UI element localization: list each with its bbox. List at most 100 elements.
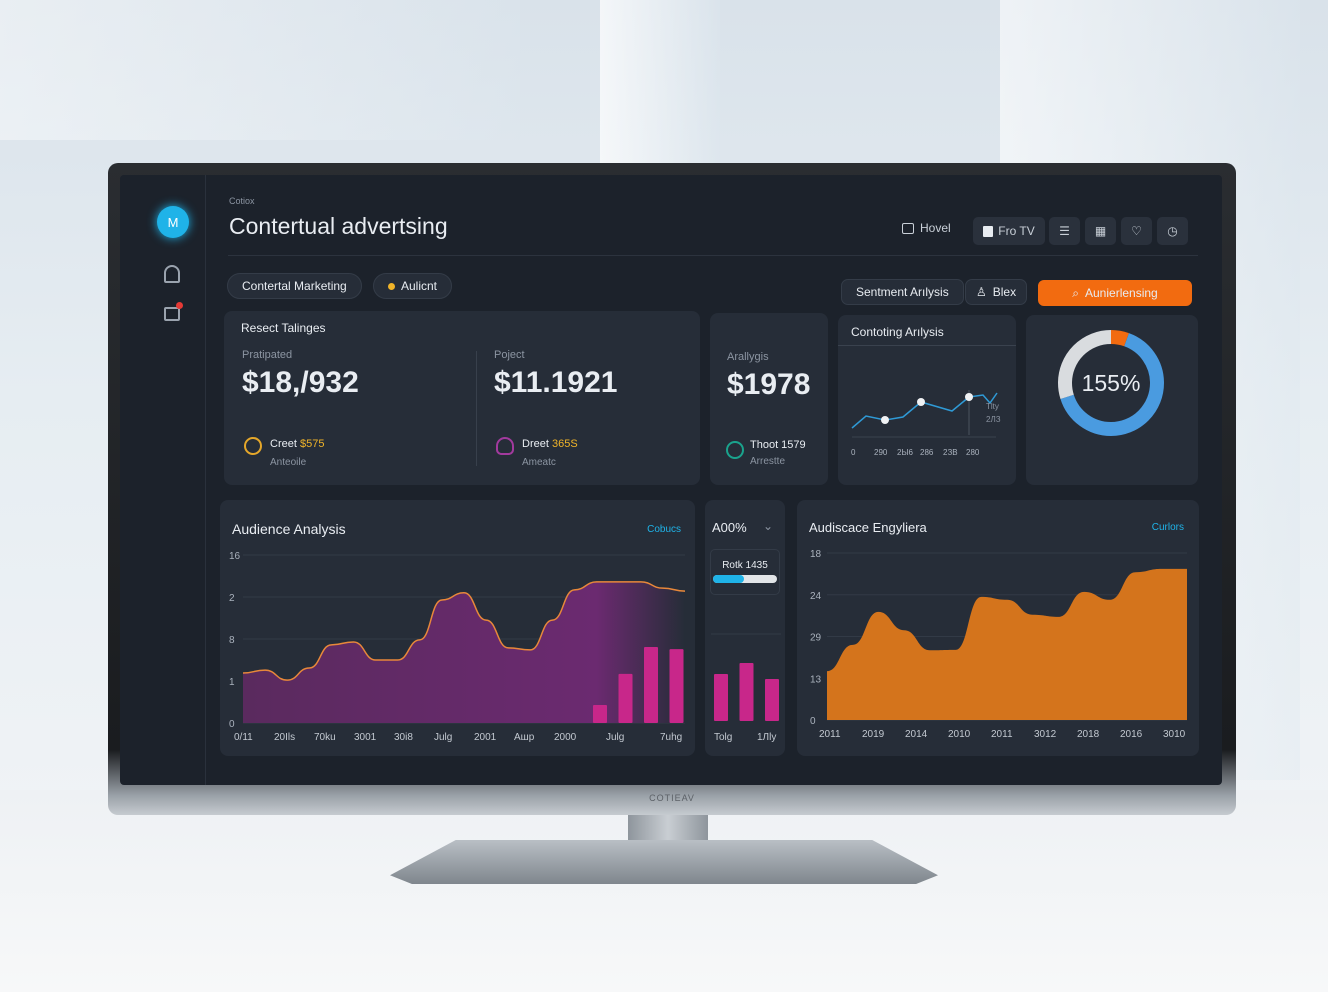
x-tick-label: Julg: [606, 732, 624, 743]
y-tick-label: 2: [229, 593, 235, 604]
bar: [644, 646, 658, 723]
x-tick-label: 0: [851, 448, 856, 457]
hovel-button[interactable]: Hovel: [902, 221, 951, 235]
x-tick-label: 2ЗВ: [943, 448, 958, 457]
stats-card: Resect Talinges Pratipated $18,/932 Cree…: [224, 311, 700, 485]
tv-button[interactable]: Fro TV: [973, 217, 1045, 245]
small-bar-card: A00% ⌄ Rotk 1435 Tolg 1Лly: [705, 500, 785, 756]
notification-icon[interactable]: [164, 302, 183, 321]
filter-contertal-marketing[interactable]: Contertal Marketing: [227, 273, 362, 299]
audience-analysis-card: Audience Analysis Cobucs 16 2 8 1 0 0/11 20Ils…: [220, 500, 695, 756]
x-tick-label: 3010: [1163, 729, 1186, 740]
curlors-link[interactable]: Curlors: [1151, 522, 1184, 533]
x-tick-label: 2014: [905, 729, 928, 740]
y-tick-label: 0: [229, 719, 235, 730]
audience-analysis-chart: 16 2 8 1 0 0/11 20Ils 70ku 3001 30i8 Julg 2001 Aшp 20…: [229, 551, 686, 743]
y-tick-label: 1: [229, 677, 235, 688]
x-tick-label: 2018: [1077, 729, 1100, 740]
status-dot: [388, 282, 395, 290]
series-line: [242, 581, 686, 681]
bar: [618, 673, 633, 723]
people-icon: [496, 437, 514, 455]
shield-button[interactable]: ♡: [1121, 217, 1152, 245]
mini-chart-title: Contoting Arılysis: [851, 325, 944, 339]
chevron-down-icon[interactable]: ⌄: [763, 519, 774, 533]
donut-segment-gray: [1058, 330, 1164, 436]
sub-label: Dreet: [522, 438, 549, 450]
bar: [739, 663, 754, 721]
sub-note: Anteoile: [270, 457, 307, 468]
x-tick-label: 1Лly: [757, 732, 776, 743]
stat-label: Poject: [494, 349, 525, 361]
x-tick-label: 30i8: [394, 732, 413, 743]
sub-note: Ameatc: [522, 457, 556, 468]
button-label: Aunierlensing: [1085, 286, 1158, 300]
hovel-label: Hovel: [920, 221, 951, 235]
audience-engagement-card: Audiscace Engyliera Curlors 18 24 29 13 0 201…: [797, 500, 1199, 756]
x-tick-label: 2001: [474, 732, 497, 743]
x-tick-label: 7uhg: [660, 732, 682, 743]
stat-value: $11.1921: [494, 366, 618, 399]
user-icon: ♙: [976, 285, 987, 299]
bar: [593, 704, 607, 723]
analysis-card: Arallygis $1978 Thoot 1579 Arrestte: [710, 313, 828, 485]
background-window: [600, 0, 720, 170]
mini-chart-card: Contoting Arılysis 0 290 2Ы6 286 2ЗВ 280 Tlty…: [838, 315, 1016, 485]
aunierlensing-button[interactable]: ⌕ Aunierlensing: [1038, 280, 1192, 306]
bar: [669, 649, 684, 723]
divider: [476, 351, 477, 466]
clock-button[interactable]: ◷: [1157, 217, 1188, 245]
annotation-line: 2ЛЗ: [986, 415, 1001, 424]
monitor-base: [390, 840, 938, 884]
notification-badge: [176, 302, 183, 309]
cobucs-link[interactable]: Cobucs: [647, 524, 681, 535]
x-tick-label: 3012: [1034, 729, 1057, 740]
progress-track: [713, 575, 777, 583]
x-tick-label: 2011: [991, 729, 1013, 740]
blex-button[interactable]: ♙ Blex: [965, 279, 1028, 305]
chart-title: Audiscace Engyliera: [809, 520, 927, 535]
app-logo[interactable]: M: [157, 206, 189, 238]
mini-line-chart: 0 290 2Ы6 286 2ЗВ 280: [851, 390, 998, 457]
document-icon: [902, 222, 914, 234]
analysis-sub-label: Thoot 1579: [750, 439, 806, 451]
header-divider: [228, 255, 1198, 256]
x-tick-label: 290: [874, 448, 888, 457]
search-icon: ⌕: [1072, 285, 1079, 300]
filter-aulicnt[interactable]: Aulicnt: [373, 273, 453, 299]
y-tick-label: 18: [810, 549, 822, 560]
sentiment-analysis-button[interactable]: Sentment Arılysis: [841, 279, 964, 305]
progress-box: Rotk 1435: [710, 549, 780, 595]
tv-label: Fro TV: [998, 224, 1035, 238]
stats-card-title: Resect Talinges: [241, 321, 326, 335]
home-icon[interactable]: [164, 265, 180, 283]
shield-icon: ♡: [1131, 224, 1142, 238]
y-tick-label: 8: [229, 635, 235, 646]
y-tick-label: 13: [810, 674, 822, 685]
small-card-title[interactable]: A00%: [712, 520, 747, 535]
y-tick-label: 16: [229, 551, 241, 562]
x-tick-label: Tolg: [714, 732, 732, 743]
breadcrumb[interactable]: Cotiox: [229, 196, 255, 206]
stat-label: Pratipated: [242, 349, 293, 361]
list-icon: ☰: [1059, 224, 1070, 238]
analysis-value: $1978: [727, 368, 811, 401]
x-tick-label: Aшp: [514, 732, 535, 743]
trend-icon: [726, 441, 744, 459]
stat-value: $18,/932: [242, 366, 359, 399]
dashboard-screen: M Cotiox Contertual advertsing Hovel Fro…: [120, 175, 1222, 785]
clock-icon: [244, 437, 262, 455]
grid-button[interactable]: ▦: [1085, 217, 1116, 245]
mini-chart-annotation: Tlty 2ЛЗ: [986, 400, 1001, 426]
list-button[interactable]: ☰: [1049, 217, 1080, 245]
data-point: [917, 398, 925, 406]
x-tick-label: 286: [920, 448, 934, 457]
button-label: Blex: [992, 285, 1017, 299]
page-title: Contertual advertsing: [229, 213, 448, 239]
x-tick-label: 2010: [948, 729, 971, 740]
grid-icon: ▦: [1094, 224, 1107, 238]
bar: [765, 679, 779, 721]
donut-card: 155%: [1026, 315, 1198, 485]
area-fill: [827, 568, 1187, 720]
donut-segment-blue: [1058, 330, 1164, 436]
